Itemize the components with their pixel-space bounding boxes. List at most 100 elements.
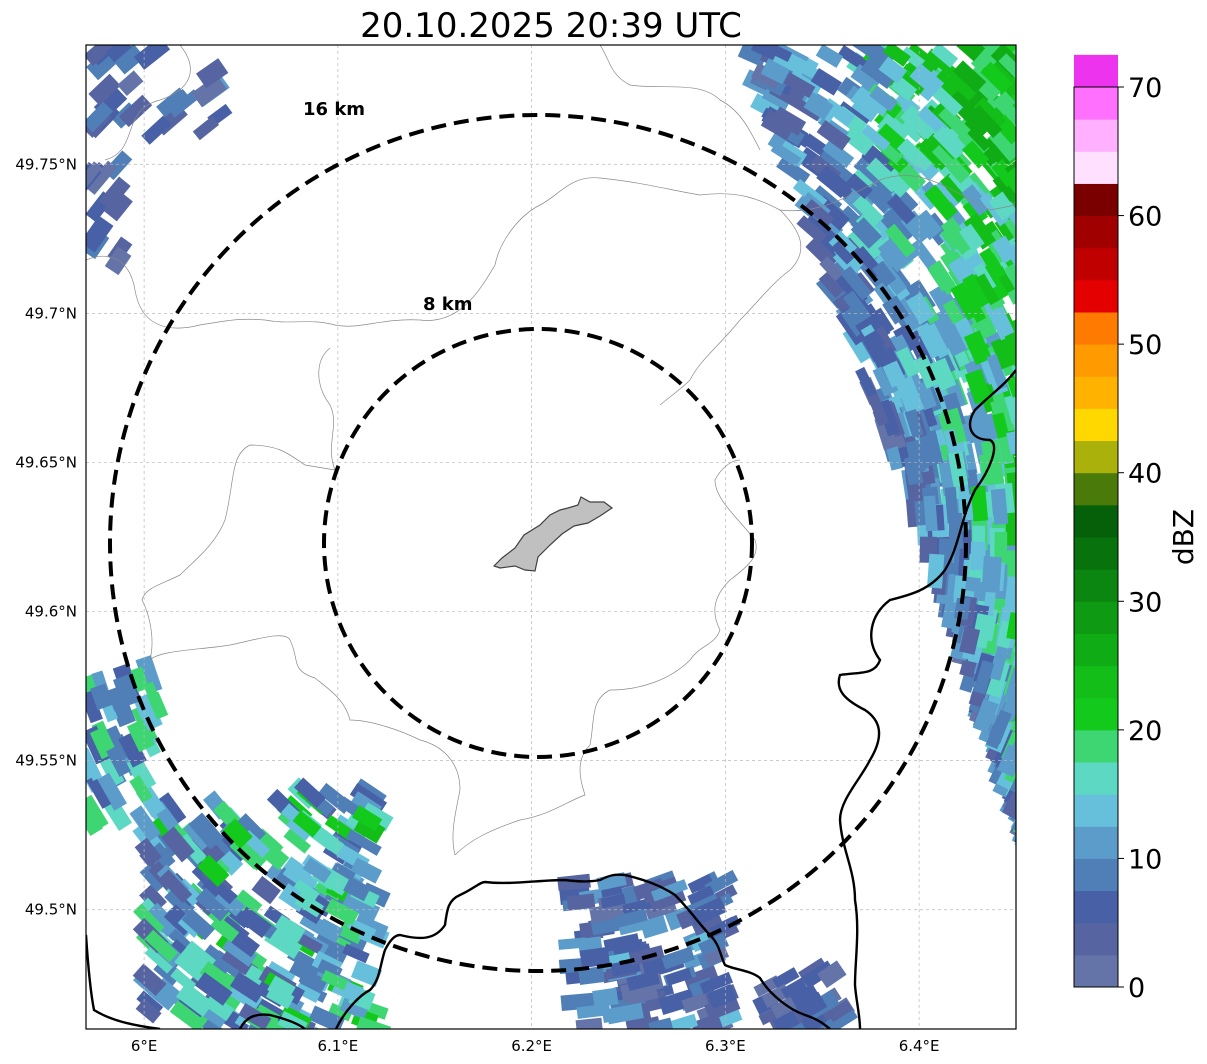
x-tick-label: 6.1°E: [317, 1037, 358, 1055]
echo-cell: [959, 223, 985, 252]
echo-cell: [1025, 483, 1042, 510]
echo-cell: [90, 683, 113, 711]
echo-cell: [1036, 889, 1065, 923]
echo-cell: [1053, 985, 1088, 1022]
echo-cell: [923, 495, 938, 532]
echo-cell: [687, 873, 714, 894]
colorbar-swatch: [1074, 858, 1118, 892]
admin-line: [454, 459, 757, 856]
echo-cell: [1075, 1002, 1100, 1028]
echo-cell: [1039, 908, 1063, 935]
echo-cell: [86, 45, 120, 67]
echo-cell: [1025, 859, 1052, 889]
range-rings: [108, 113, 968, 973]
echo-cell: [1020, 747, 1047, 780]
echo-cell: [1015, 780, 1016, 813]
echo-cell: [576, 1003, 611, 1019]
echo-cell: [350, 857, 383, 884]
echo-cell: [1017, 818, 1044, 851]
echo-cell: [1018, 834, 1050, 871]
echo-cell: [1021, 856, 1049, 891]
colorbar-swatch: [1074, 183, 1118, 217]
echo-cell: [1020, 744, 1044, 776]
echo-cell: [1023, 852, 1050, 881]
echo-cell: [867, 393, 889, 427]
echo-cell: [1018, 734, 1040, 760]
echo-cell: [273, 914, 306, 944]
echo-cell: [1021, 837, 1047, 871]
echo-cell: [1017, 36, 1045, 64]
echo-cell: [1019, 678, 1045, 717]
y-tick-label: 49.65°N: [15, 453, 77, 471]
echo-cell: [1034, 940, 1065, 973]
colorbar-swatch: [1074, 376, 1118, 409]
echo-cell: [826, 999, 853, 1023]
echo-cell: [1058, 1011, 1084, 1038]
echo-cell: [1026, 544, 1042, 570]
colorbar-swatch: [1074, 633, 1118, 667]
echo-cell: [1014, 681, 1016, 709]
echo-cell: [1019, 919, 1053, 956]
longitude-axis: 6°E 6.1°E 6.2°E 6.3°E 6.4°E: [131, 1037, 940, 1055]
echo-cell: [1023, 846, 1050, 880]
echo-cell: [869, 85, 899, 112]
echo-cell: [310, 825, 345, 856]
echo-cell: [837, 45, 872, 73]
echo-cell: [1020, 834, 1045, 864]
echo-cell: [855, 366, 878, 399]
echo-cell: [1020, 841, 1050, 876]
echo-cell: [1014, 173, 1016, 207]
echo-cell: [1014, 728, 1016, 764]
echo-cell: [1019, 835, 1050, 872]
echo-cell: [1020, 747, 1050, 786]
echo-cell: [1059, 1002, 1092, 1037]
echo-cell: [134, 837, 163, 867]
echo-cell: [1035, 897, 1060, 924]
echo-cell: [1021, 676, 1040, 710]
echo-cell: [1026, 957, 1057, 990]
echo-cell: [117, 70, 144, 96]
echo-cell: [1030, 998, 1064, 1033]
echo-cell: [86, 160, 117, 195]
echo-cell: [661, 946, 695, 970]
echo-cell: [1027, 866, 1055, 897]
map-area[interactable]: 16 km 8 km: [73, 32, 1108, 1045]
echo-cell: [1019, 721, 1046, 758]
echo-cell: [106, 685, 129, 712]
echo-cell: [88, 73, 121, 106]
colorbar-tick-label: 20: [1128, 716, 1162, 747]
echo-cell: [1044, 909, 1072, 940]
echo-cell: [1029, 897, 1058, 931]
echo-cell: [639, 915, 669, 939]
echo-cell: [1013, 183, 1016, 215]
echo-cell: [1015, 553, 1016, 580]
echo-cell: [1024, 840, 1046, 866]
echo-cell: [861, 124, 891, 152]
echo-cell: [153, 830, 179, 859]
echo-cell: [1021, 445, 1036, 477]
echo-cell: [195, 58, 229, 89]
echo-cell: [1013, 257, 1016, 294]
echo-cell: [803, 199, 835, 228]
echo-cell: [770, 141, 802, 167]
echo-cell: [1014, 788, 1016, 823]
echo-cell: [977, 413, 999, 442]
echo-cell: [1043, 925, 1072, 955]
echo-cell: [1036, 991, 1062, 1018]
echo-cell: [990, 336, 1016, 370]
echo-cell: [1018, 462, 1036, 496]
echo-cell: [1015, 634, 1016, 667]
echo-cell: [1036, 916, 1069, 953]
echo-cell: [1023, 459, 1039, 493]
echo-cell: [1031, 934, 1058, 963]
echo-cell: [1022, 966, 1055, 1001]
echo-cell: [1020, 605, 1035, 633]
echo-cell: [1033, 887, 1056, 913]
echo-cell: [1021, 799, 1047, 834]
echo-cell: [1018, 930, 1053, 968]
echo-cell: [1039, 926, 1066, 956]
echo-cell: [986, 353, 1009, 390]
echo-cell: [1049, 950, 1077, 980]
echo-cell: [871, 260, 897, 287]
echo-cell: [164, 886, 196, 918]
